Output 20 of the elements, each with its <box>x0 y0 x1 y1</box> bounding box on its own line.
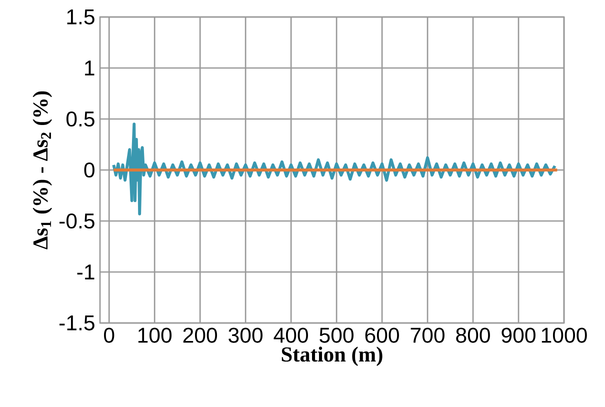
y-tick-label: 1 <box>85 60 94 76</box>
x-tick-label: 200 <box>183 328 218 343</box>
x-tick-label: 500 <box>320 328 354 343</box>
y-tick-label: 0 <box>84 162 94 178</box>
y-tick-label: 0.5 <box>66 111 94 127</box>
y-tick-label: -1 <box>77 264 94 280</box>
x-tick-label: 900 <box>502 328 536 343</box>
x-tick-label: 100 <box>138 328 172 343</box>
x-tick-label: 0 <box>104 328 114 343</box>
y-tick-label: -0.5 <box>59 213 94 229</box>
x-tick-label: 1000 <box>542 328 587 343</box>
x-tick-label: 700 <box>410 328 444 343</box>
x-axis-title: Station (m) <box>282 346 382 366</box>
y-axis-title: Δs$_{1}$ (%) - Δs$_{2}$ (%) <box>32 91 52 250</box>
y-tick-label: 1.5 <box>67 10 94 24</box>
y-tick-label: -1.5 <box>59 316 94 330</box>
x-tick-label: 800 <box>456 328 490 343</box>
x-tick-label: 300 <box>228 328 263 343</box>
x-tick-label: 400 <box>274 328 308 343</box>
x-tick-label: 600 <box>365 328 399 343</box>
